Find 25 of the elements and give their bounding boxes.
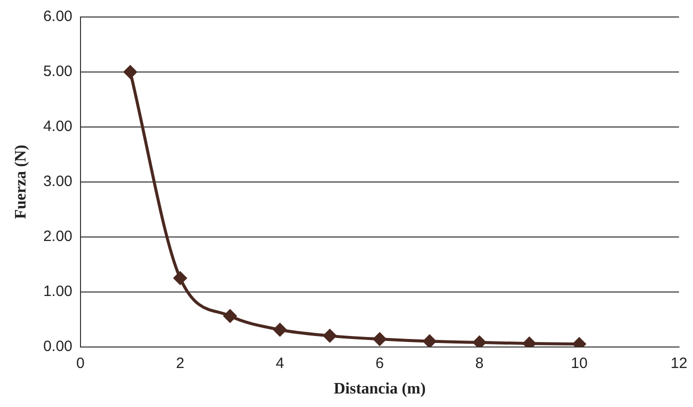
point bbox=[472, 336, 486, 347]
point bbox=[373, 332, 386, 346]
y-tick-label: 2.00 bbox=[43, 228, 72, 246]
x-tick-label: 4 bbox=[276, 354, 284, 372]
y-axis-title: Fuerza (N) bbox=[12, 144, 30, 219]
y-tick-label: 0.00 bbox=[43, 338, 72, 355]
point bbox=[124, 65, 137, 78]
x-axis-title: Distancia (m) bbox=[334, 380, 426, 398]
x-tick-label: 12 bbox=[670, 354, 688, 372]
y-tick-label: 6.00 bbox=[43, 8, 72, 26]
point bbox=[273, 323, 286, 336]
x-tick-label: 6 bbox=[376, 354, 384, 372]
y-tick-label: 3.00 bbox=[43, 173, 72, 190]
y-tick-label: 1.00 bbox=[43, 282, 72, 300]
point bbox=[423, 334, 436, 347]
point bbox=[174, 272, 187, 285]
x-tick-label: 10 bbox=[570, 354, 588, 372]
x-tick-label: 8 bbox=[475, 354, 484, 372]
x-tick-label: 2 bbox=[176, 354, 184, 372]
point bbox=[224, 310, 237, 323]
point bbox=[522, 337, 536, 347]
y-tick-label: 4.00 bbox=[43, 118, 72, 136]
x-tick-label: 0 bbox=[76, 354, 85, 372]
y-tick-label: 5.00 bbox=[43, 63, 72, 80]
point bbox=[323, 329, 336, 342]
